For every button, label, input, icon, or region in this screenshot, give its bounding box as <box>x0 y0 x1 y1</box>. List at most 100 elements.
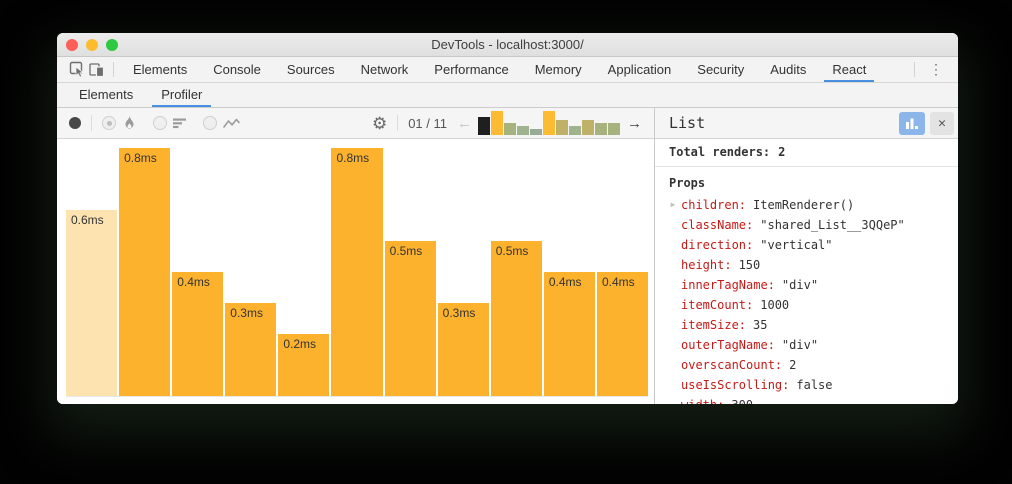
subtab-elements[interactable]: Elements <box>79 87 134 102</box>
total-renders: Total renders: 2 <box>655 145 958 167</box>
bar-duration-label: 0.4ms <box>177 275 210 290</box>
commit-counter: 01 / 11 <box>408 115 447 131</box>
tab-memory[interactable]: Memory <box>534 62 582 77</box>
react-panel-tabbar: Elements Profiler <box>57 83 958 108</box>
prop-name: itemSize: <box>681 318 747 332</box>
prop-row-children: ▶ children: ItemRenderer() <box>655 195 958 215</box>
view-flamegraph-option[interactable] <box>102 115 137 131</box>
prop-name: itemCount: <box>681 298 754 312</box>
prop-name: height: <box>681 258 732 272</box>
tab-console[interactable]: Console <box>213 62 261 77</box>
minimize-window-button[interactable] <box>86 39 98 51</box>
commit-bar-4[interactable]: 0.3ms <box>225 303 277 396</box>
prop-row-className: className: "shared_List__3QQeP" <box>655 215 958 235</box>
commit-bar-3[interactable]: 0.4ms <box>172 272 224 396</box>
prop-value: 2 <box>789 358 797 372</box>
settings-gear-icon[interactable]: ⚙ <box>371 113 388 133</box>
interactions-radio[interactable] <box>203 116 217 130</box>
profiler-pane: ⚙ 01 / 11 ← → 0.6ms 0.8ms 0.4ms 0.3ms 0.2ms 0… <box>57 108 655 404</box>
commit-bar-5[interactable]: 0.2ms <box>278 334 330 396</box>
more-menu-icon[interactable]: ⋮ <box>929 61 944 77</box>
close-icon: ✕ <box>938 115 946 131</box>
flamegraph-radio[interactable] <box>102 116 116 130</box>
devtools-tabbar-tabs: Elements Console Sources Network Performance… <box>120 57 879 82</box>
minimap-commit-11[interactable] <box>608 123 620 135</box>
titlebar: DevTools - localhost:3000/ <box>57 33 958 57</box>
prop-value: false <box>796 378 833 392</box>
minimap-commit-3[interactable] <box>504 123 516 135</box>
bar-duration-label: 0.3ms <box>230 306 263 321</box>
subtab-profiler[interactable]: Profiler <box>147 83 216 107</box>
minimap-commit-4[interactable] <box>517 126 529 135</box>
minimap-commit-2[interactable] <box>491 111 503 135</box>
tabbar-separator-right <box>914 62 915 77</box>
bar-chart-icon <box>906 118 918 129</box>
record-button[interactable] <box>69 117 81 129</box>
prev-commit-arrow[interactable]: ← <box>457 114 472 132</box>
commit-bar-11[interactable]: 0.4ms <box>596 272 649 396</box>
minimap-commit-10[interactable] <box>595 123 607 135</box>
tab-react[interactable]: React <box>819 57 879 82</box>
next-commit-arrow[interactable]: → <box>627 114 642 132</box>
commit-bar-8[interactable]: 0.3ms <box>437 303 489 396</box>
commit-bar-7[interactable]: 0.5ms <box>384 241 436 396</box>
tabbar-separator <box>113 62 114 77</box>
prop-row-itemSize: itemSize: 35 <box>655 315 958 335</box>
commit-bar-10[interactable]: 0.4ms <box>543 272 595 396</box>
minimap-commit-8[interactable] <box>569 126 581 135</box>
tab-network[interactable]: Network <box>360 62 409 77</box>
commit-bar-1[interactable]: 0.6ms <box>66 210 118 396</box>
minimap-commit-6[interactable] <box>543 111 555 135</box>
prop-row-width: width: 300 <box>655 395 958 404</box>
minimap-commit-9[interactable] <box>582 120 594 135</box>
prop-name: innerTagName: <box>681 278 775 292</box>
ranked-chart-icon <box>173 116 187 130</box>
component-chart-button[interactable] <box>899 111 925 135</box>
minimap-commit-5[interactable] <box>530 129 542 135</box>
sidebar-header: List ✕ <box>655 108 958 139</box>
prop-value: "div" <box>781 278 819 292</box>
tab-performance[interactable]: Performance <box>434 62 509 77</box>
view-ranked-option[interactable] <box>153 116 187 130</box>
bar-duration-label: 0.3ms <box>442 306 476 321</box>
view-interactions-option[interactable] <box>203 116 240 130</box>
bar-duration-label: 0.5ms <box>495 244 529 259</box>
prop-value: 35 <box>753 318 768 332</box>
prop-row-height: height: 150 <box>655 255 958 275</box>
tab-elements[interactable]: Elements <box>133 62 188 77</box>
devtools-window: DevTools - localhost:3000/ Elements Conso… <box>57 33 958 404</box>
zoom-window-button[interactable] <box>106 39 118 51</box>
tab-audits[interactable]: Audits <box>770 62 807 77</box>
profiler-chart: 0.6ms 0.8ms 0.4ms 0.3ms 0.2ms 0.8ms 0.5ms 0.3ms… <box>57 139 654 404</box>
commit-bar-6[interactable]: 0.8ms <box>331 148 383 396</box>
bar-duration-label: 0.4ms <box>601 275 635 290</box>
commit-bar-2[interactable]: 0.8ms <box>119 148 171 396</box>
commit-minimap[interactable] <box>478 111 621 135</box>
expander-arrow-icon[interactable]: ▶ <box>670 200 676 209</box>
bar-duration-label: 0.8ms <box>336 151 370 166</box>
minimap-commit-7[interactable] <box>556 120 568 135</box>
device-toolbar-icon[interactable] <box>87 57 107 83</box>
prop-name: className: <box>681 218 754 232</box>
prop-value: "div" <box>781 338 819 352</box>
prop-value: "shared_List__3QQeP" <box>760 218 905 232</box>
total-renders-value: 2 <box>778 145 786 159</box>
commit-bar-9[interactable]: 0.5ms <box>490 241 542 396</box>
prop-name: direction: <box>681 238 754 252</box>
prop-name: children: <box>681 198 747 212</box>
bar-duration-label: 0.2ms <box>283 337 317 352</box>
close-window-button[interactable] <box>66 39 78 51</box>
react-panel-tabs: Elements Profiler <box>65 83 216 107</box>
prop-value: 300 <box>731 395 753 404</box>
minimap-commit-1[interactable] <box>478 117 490 135</box>
props-heading: Props <box>669 176 706 190</box>
inspect-element-icon[interactable] <box>67 57 87 83</box>
tab-application[interactable]: Application <box>607 62 672 77</box>
close-sidebar-button[interactable]: ✕ <box>930 111 954 135</box>
ranked-radio[interactable] <box>153 116 167 130</box>
tab-security[interactable]: Security <box>697 62 745 77</box>
bar-duration-label: 0.5ms <box>389 244 423 259</box>
devtools-tabbar: Elements Console Sources Network Performance… <box>57 57 958 83</box>
component-sidebar: List ✕ Total renders: 2 <box>655 108 958 404</box>
tab-sources[interactable]: Sources <box>286 62 335 77</box>
